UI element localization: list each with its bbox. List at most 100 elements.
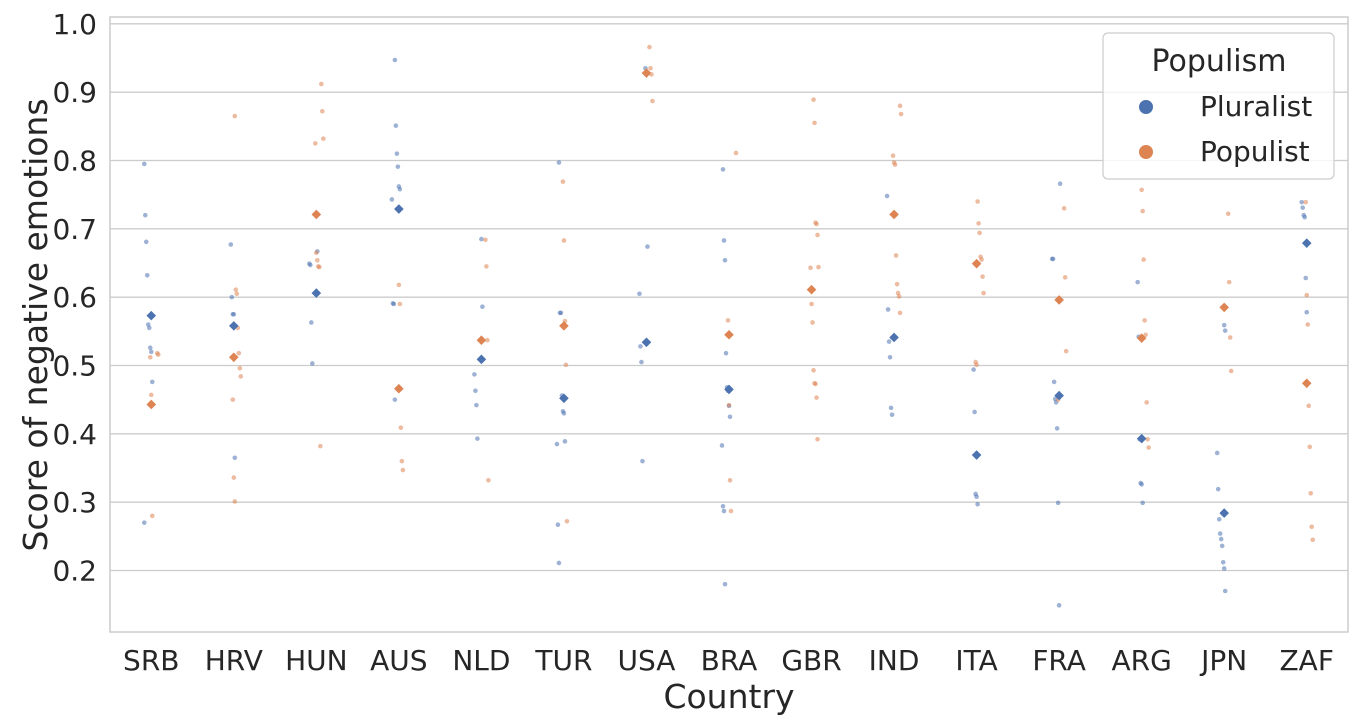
data-point-pluralist	[146, 325, 152, 331]
data-point-populist	[811, 367, 816, 373]
data-point-populist	[563, 362, 569, 368]
data-point-pluralist	[397, 186, 403, 192]
data-point-populist	[486, 478, 491, 483]
mean-marker-populist	[641, 68, 652, 78]
data-point-populist	[812, 120, 817, 126]
data-point-pluralist	[721, 238, 727, 243]
data-point-populist	[813, 381, 818, 387]
y-tick-label: 0.5	[52, 350, 97, 383]
data-point-pluralist	[1217, 531, 1223, 536]
data-point-populist	[1063, 348, 1069, 354]
data-point-populist	[816, 264, 821, 270]
data-point-populist	[315, 257, 320, 263]
x-tick-label: BRA	[701, 644, 758, 677]
data-point-pluralist	[310, 361, 315, 366]
data-point-populist	[231, 475, 237, 480]
data-point-populist	[1140, 208, 1145, 214]
data-point-populist	[733, 150, 739, 156]
data-points	[141, 44, 1316, 608]
data-point-populist	[1306, 403, 1312, 409]
data-point-pluralist	[1304, 309, 1310, 315]
data-point-populist	[232, 113, 238, 119]
data-point-pluralist	[392, 57, 398, 63]
data-point-pluralist	[474, 402, 479, 408]
data-point-populist	[483, 237, 488, 243]
data-point-populist	[650, 98, 655, 104]
data-point-pluralist	[1300, 205, 1306, 210]
data-point-pluralist	[727, 414, 733, 420]
data-point-pluralist	[1214, 450, 1220, 456]
data-point-pluralist	[554, 441, 560, 447]
mean-marker-pluralist	[476, 354, 487, 365]
data-point-pluralist	[723, 350, 729, 356]
data-point-pluralist	[148, 349, 154, 355]
data-point-pluralist	[1220, 560, 1226, 565]
data-point-populist	[1144, 400, 1149, 405]
data-point-populist	[314, 250, 319, 256]
data-point-pluralist	[1055, 500, 1061, 506]
data-point-populist	[814, 395, 819, 400]
data-point-pluralist	[721, 508, 727, 514]
data-point-populist	[976, 221, 981, 226]
mean-marker-populist	[476, 335, 487, 346]
data-point-pluralist	[889, 412, 895, 418]
data-point-populist	[564, 519, 570, 524]
data-point-populist	[1309, 524, 1315, 530]
data-point-pluralist	[1140, 500, 1145, 506]
mean-marker-pluralist	[394, 204, 404, 214]
mean-marker-populist	[1219, 302, 1229, 313]
data-point-populist	[1062, 275, 1068, 280]
data-point-populist	[728, 508, 734, 514]
data-point-pluralist	[1051, 379, 1057, 385]
data-point-populist	[894, 281, 900, 287]
y-tick-label: 1.0	[52, 8, 97, 41]
data-point-populist	[397, 301, 403, 307]
legend-marker-populist	[1139, 145, 1153, 159]
x-tick-label: SRB	[123, 644, 179, 677]
y-tick-label: 0.9	[52, 76, 97, 109]
data-point-pluralist	[1054, 426, 1060, 431]
data-point-populist	[1227, 335, 1233, 340]
data-point-populist	[1141, 257, 1146, 262]
mean-marker-populist	[1301, 378, 1312, 389]
mean-marker-pluralist	[641, 337, 652, 348]
data-point-pluralist	[392, 397, 398, 402]
data-point-populist	[897, 310, 903, 316]
mean-marker-populist	[971, 258, 982, 269]
data-point-pluralist	[144, 273, 150, 278]
data-point-pluralist	[228, 242, 234, 247]
mean-marker-populist	[889, 209, 899, 220]
data-point-populist	[725, 318, 731, 323]
data-point-pluralist	[888, 405, 894, 411]
data-point-pluralist	[555, 522, 561, 528]
data-point-populist	[561, 238, 567, 243]
data-point-pluralist	[971, 367, 976, 372]
mean-marker-pluralist	[311, 288, 322, 298]
mean-marker-populist	[724, 329, 734, 340]
data-point-populist	[236, 350, 242, 356]
data-point-populist	[815, 437, 820, 442]
data-point-pluralist	[473, 388, 478, 394]
legend-box	[1102, 32, 1335, 180]
data-point-pluralist	[472, 372, 477, 377]
data-point-pluralist	[562, 439, 568, 444]
data-point-pluralist	[142, 212, 148, 218]
legend-label-pluralist: Pluralist	[1200, 90, 1312, 123]
data-point-populist	[232, 499, 238, 504]
data-point-pluralist	[393, 123, 399, 128]
data-point-pluralist	[884, 193, 890, 199]
y-tick-label: 0.6	[52, 281, 97, 314]
data-point-pluralist	[141, 161, 147, 167]
data-point-populist	[815, 232, 820, 238]
x-tick-label: JPN	[1199, 644, 1247, 677]
data-point-pluralist	[720, 503, 726, 509]
mean-marker-populist	[1136, 333, 1147, 343]
data-point-pluralist	[1221, 566, 1227, 571]
x-tick-label: AUS	[370, 644, 427, 677]
data-point-populist	[898, 111, 904, 117]
data-point-populist	[148, 392, 154, 398]
data-point-pluralist	[1222, 328, 1228, 333]
data-point-populist	[147, 355, 153, 360]
data-point-pluralist	[722, 257, 728, 263]
data-point-populist	[648, 65, 653, 71]
